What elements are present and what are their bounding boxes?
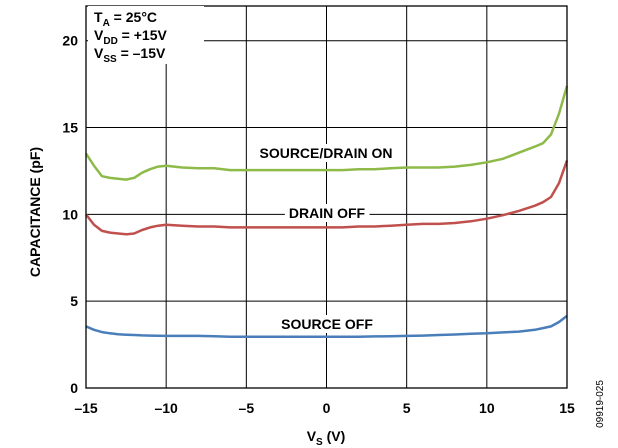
x-tick-label: –15 (74, 400, 98, 416)
x-tick-label: –10 (154, 400, 178, 416)
figure-id: 09919-025 (595, 380, 606, 428)
series-lines (84, 85, 569, 339)
y-tick-label: 10 (62, 206, 78, 222)
x-tick-label: –5 (239, 400, 255, 416)
x-tick-label: 10 (479, 400, 495, 416)
series-line (84, 85, 569, 181)
series-label: DRAIN OFF (289, 205, 366, 221)
y-tick-labels: 0 5 10 15 20 (62, 33, 78, 396)
series-label: SOURCE/DRAIN ON (259, 145, 392, 161)
y-tick-label: 0 (70, 380, 78, 396)
series-labels: SOURCE/DRAIN ON DRAIN OFF SOURCE OFF (255, 144, 397, 333)
condition-line: TA = 25°C (94, 9, 157, 29)
series-label-background (277, 315, 378, 333)
x-tick-labels: –15 –10 –5 0 5 10 15 (74, 400, 575, 416)
condition-line: VDD = +15V (94, 27, 168, 47)
plot-frame (85, 5, 568, 389)
series-label-background (255, 144, 397, 162)
y-tick-label: 20 (62, 33, 78, 49)
series-line (85, 314, 568, 339)
x-tick-label: 5 (403, 400, 411, 416)
y-axis-title: CAPACITANCE (pF) (27, 147, 43, 277)
x-axis-title: VS (V) (307, 428, 346, 448)
x-tick-label: 15 (559, 400, 575, 416)
y-tick-label: 5 (70, 293, 78, 309)
grid-lines (86, 6, 567, 388)
y-tick-label: 15 (62, 120, 78, 136)
series-line (85, 160, 569, 236)
series-label-background (284, 204, 370, 222)
conditions-background (88, 6, 204, 64)
series-label: SOURCE OFF (281, 316, 373, 332)
x-tick-label: 0 (323, 400, 331, 416)
condition-line: VSS = –15V (94, 45, 166, 65)
